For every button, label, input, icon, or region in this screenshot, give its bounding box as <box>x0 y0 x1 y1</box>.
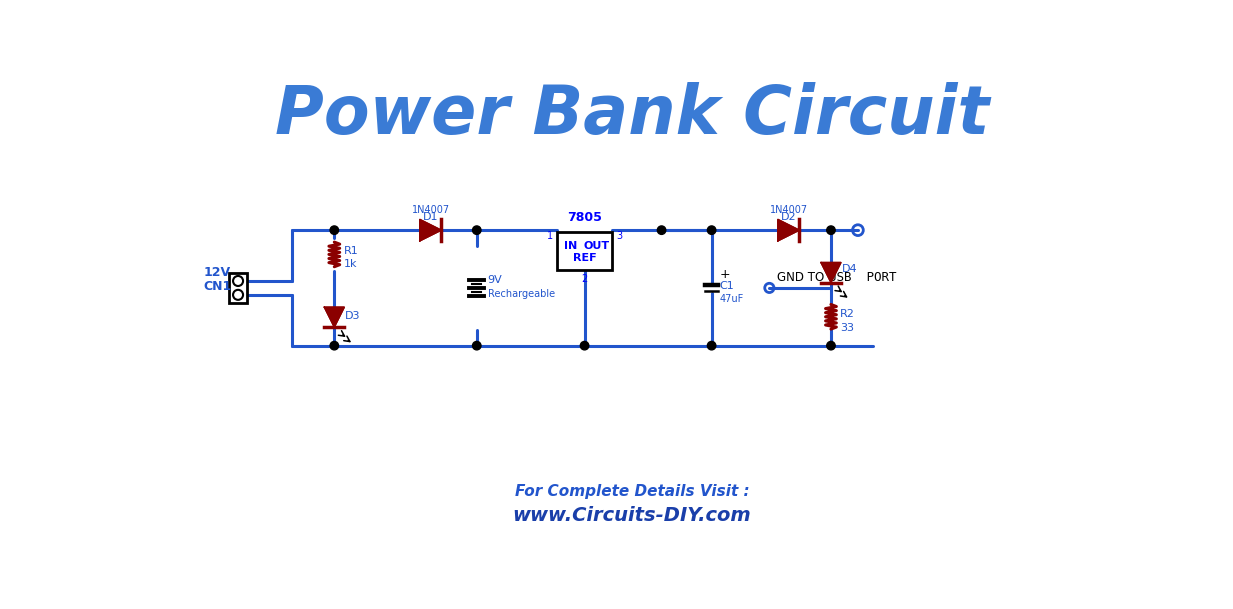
Text: R2: R2 <box>840 309 854 320</box>
Text: R1: R1 <box>344 245 359 256</box>
Text: IN: IN <box>563 241 577 252</box>
Polygon shape <box>324 307 344 327</box>
Text: CN1: CN1 <box>203 280 232 293</box>
Circle shape <box>330 342 339 350</box>
Circle shape <box>708 342 716 350</box>
Text: 1N4007: 1N4007 <box>769 205 808 215</box>
Circle shape <box>708 226 716 234</box>
Text: 1N4007: 1N4007 <box>412 205 450 215</box>
Bar <box>229 272 248 303</box>
Text: REF: REF <box>573 253 597 263</box>
Circle shape <box>330 226 339 234</box>
Text: For Complete Details Visit :: For Complete Details Visit : <box>514 485 750 499</box>
Text: USB  PORT: USB PORT <box>829 272 896 284</box>
Bar <box>557 231 613 270</box>
Circle shape <box>826 342 835 350</box>
Polygon shape <box>419 219 441 241</box>
Text: GND TO: GND TO <box>777 272 825 284</box>
Circle shape <box>826 226 835 234</box>
Text: 2: 2 <box>582 275 588 284</box>
Text: www.Circuits-DIY.com: www.Circuits-DIY.com <box>513 505 751 524</box>
Polygon shape <box>778 219 799 241</box>
Text: Power Bank Circuit: Power Bank Circuit <box>275 82 989 147</box>
Text: 12V: 12V <box>203 266 231 279</box>
Text: 33: 33 <box>840 323 854 333</box>
Circle shape <box>472 226 481 234</box>
Circle shape <box>581 342 589 350</box>
Text: 9V: 9V <box>487 275 502 285</box>
Polygon shape <box>821 262 841 283</box>
Text: 1: 1 <box>547 231 552 241</box>
Text: D1: D1 <box>423 213 438 222</box>
Text: C1: C1 <box>719 281 734 290</box>
Text: D3: D3 <box>345 311 360 320</box>
Text: 47uF: 47uF <box>719 294 743 304</box>
Text: 3: 3 <box>616 231 623 241</box>
Text: 7805: 7805 <box>567 211 602 224</box>
Text: D4: D4 <box>842 264 857 273</box>
Text: 1k: 1k <box>344 259 358 269</box>
Text: Rechargeable: Rechargeable <box>487 289 555 299</box>
Text: D2: D2 <box>780 213 797 222</box>
Circle shape <box>657 226 666 234</box>
Circle shape <box>472 342 481 350</box>
Text: +: + <box>719 267 730 281</box>
Text: OUT: OUT <box>583 241 610 252</box>
